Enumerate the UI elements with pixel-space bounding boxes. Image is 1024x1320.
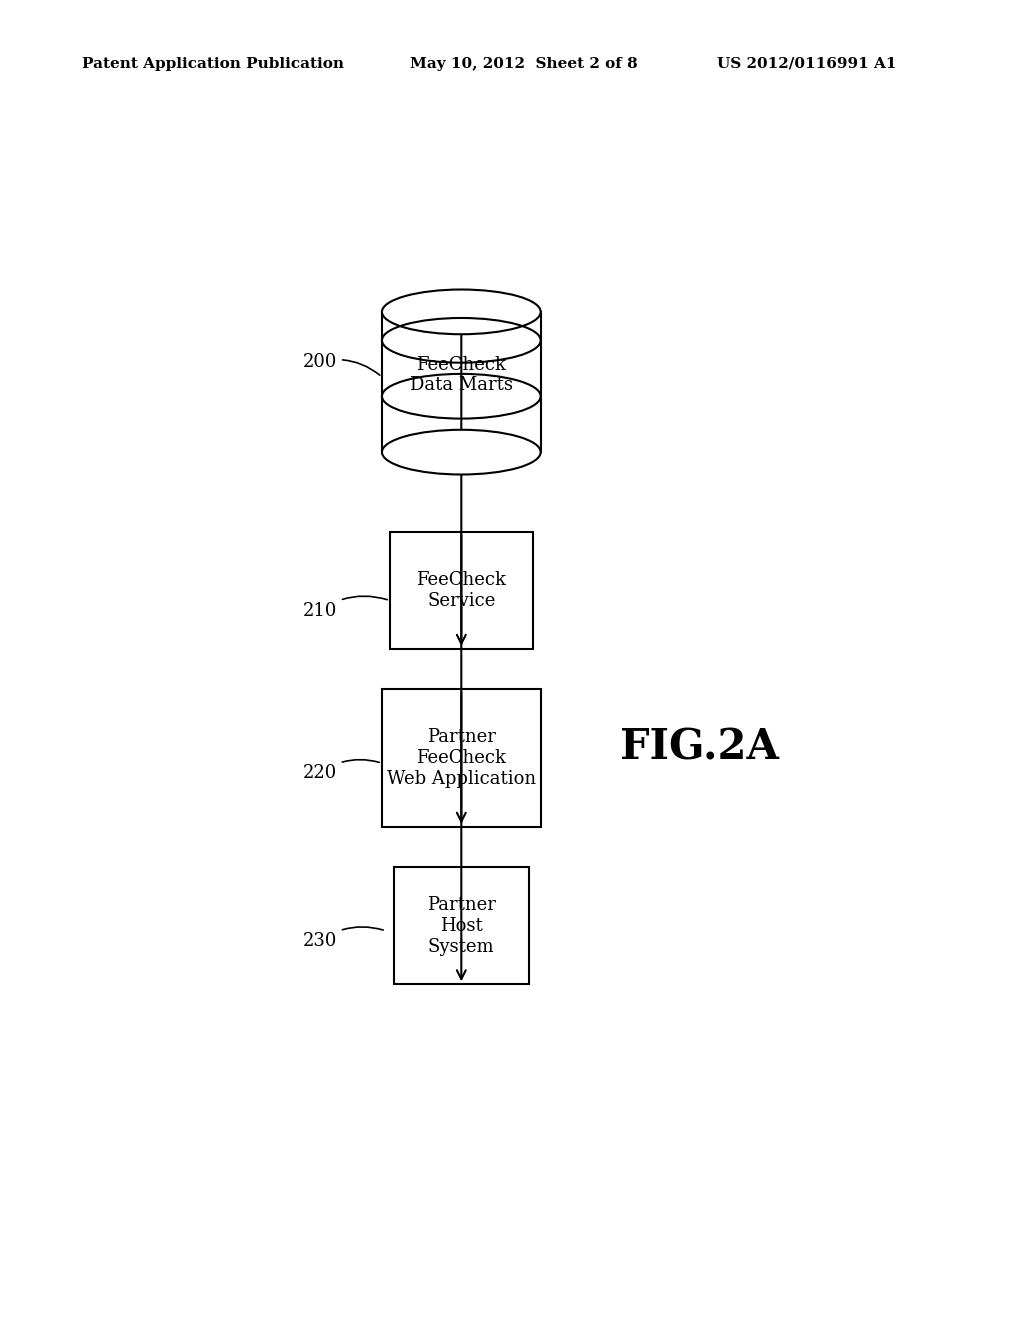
Bar: [394, 867, 528, 985]
Text: 220: 220: [303, 759, 379, 783]
Text: 210: 210: [303, 597, 387, 619]
Text: May 10, 2012  Sheet 2 of 8: May 10, 2012 Sheet 2 of 8: [410, 57, 637, 71]
Text: Patent Application Publication: Patent Application Publication: [82, 57, 344, 71]
Bar: [390, 532, 532, 649]
Text: FeeCheck
Service: FeeCheck Service: [417, 572, 506, 610]
Text: Partner
Host
System: Partner Host System: [427, 896, 496, 956]
Text: Partner
FeeCheck
Web Application: Partner FeeCheck Web Application: [387, 729, 536, 788]
Text: 200: 200: [303, 352, 380, 375]
Ellipse shape: [382, 289, 541, 334]
Text: US 2012/0116991 A1: US 2012/0116991 A1: [717, 57, 896, 71]
Ellipse shape: [382, 430, 541, 474]
Bar: [382, 312, 541, 453]
Text: FeeCheck
Data Marts: FeeCheck Data Marts: [410, 355, 513, 395]
Text: 230: 230: [303, 927, 383, 950]
Bar: [382, 689, 541, 826]
Text: FIG.2A: FIG.2A: [620, 727, 779, 770]
